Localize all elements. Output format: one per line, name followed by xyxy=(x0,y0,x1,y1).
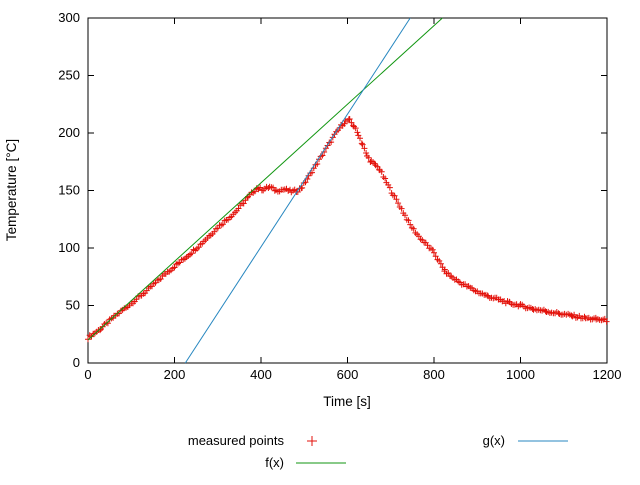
f-line xyxy=(87,17,443,341)
g-line xyxy=(184,17,411,364)
plot-layer: 0 200 400 600 800 1000 1200 0 50 100 150 200 250 300 xyxy=(58,10,621,382)
x-axis-label: Time [s] xyxy=(323,394,371,409)
x-tick-label: 600 xyxy=(337,367,359,382)
x-tick-label: 400 xyxy=(250,367,272,382)
y-tick-label: 250 xyxy=(58,68,80,83)
measured-points-series xyxy=(85,116,610,343)
y-tick-label: 50 xyxy=(66,298,80,313)
x-tick-label: 200 xyxy=(164,367,186,382)
legend-measured-marker xyxy=(307,436,317,446)
y-tick-label: 100 xyxy=(58,240,80,255)
y-axis-label: Temperature [°C] xyxy=(4,139,19,241)
plot-border xyxy=(87,17,608,364)
legend-markers xyxy=(296,436,568,464)
x-tick-label: 1000 xyxy=(506,367,535,382)
x-tick-label: 1200 xyxy=(593,367,622,382)
legend-g-label: g(x) xyxy=(483,433,505,448)
y-tick-label: 300 xyxy=(58,10,80,25)
legend-measured-label: measured points xyxy=(188,433,285,448)
x-tick-label: 0 xyxy=(84,367,91,382)
y-tick-label: 150 xyxy=(58,183,80,198)
y-tick-label: 200 xyxy=(58,125,80,140)
x-tick-label: 800 xyxy=(423,367,445,382)
legend-f-label: f(x) xyxy=(265,455,284,470)
y-tick-label: 0 xyxy=(73,355,80,370)
